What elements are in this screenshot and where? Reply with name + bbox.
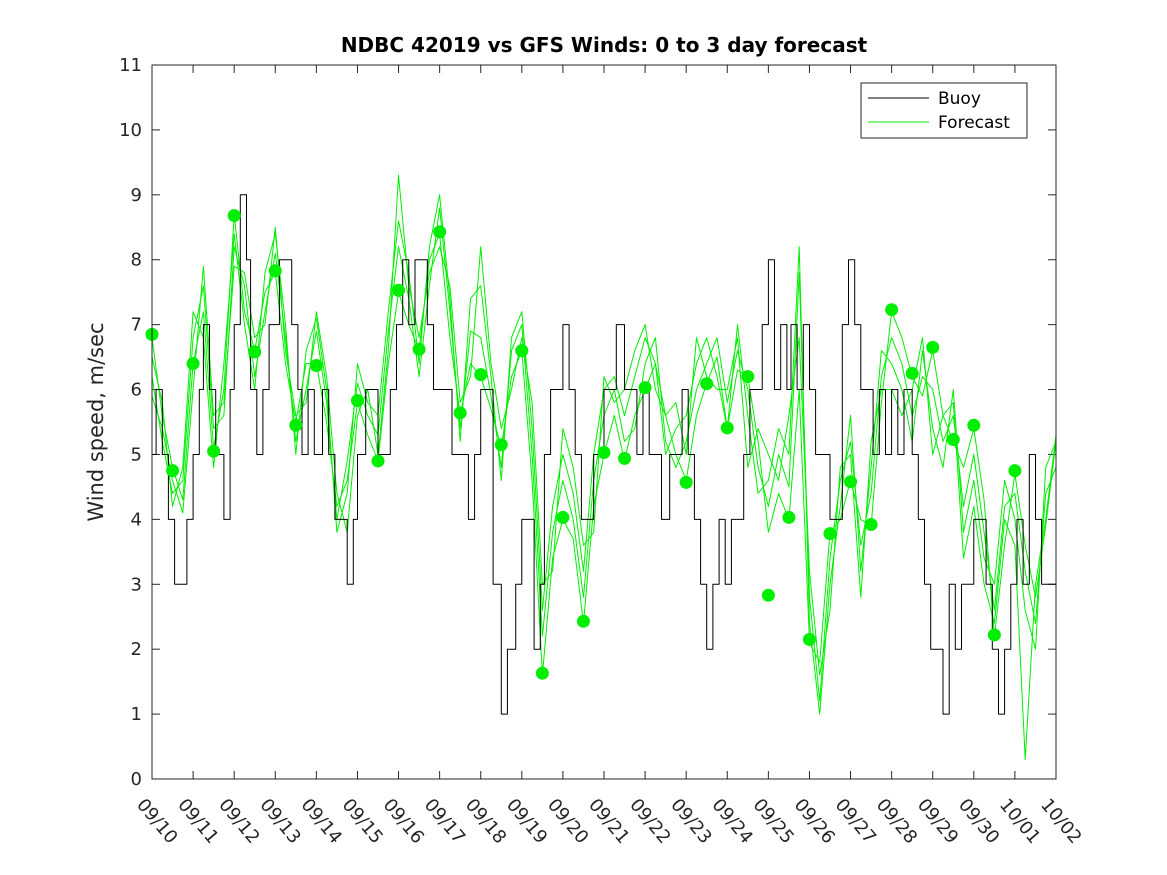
forecast-daily-point-4 <box>227 209 241 223</box>
forecast-daily-point-17 <box>494 438 508 452</box>
forecast-daily-point-41 <box>987 628 1001 642</box>
forecast-daily-point-13 <box>412 342 426 356</box>
x-tick-label-17: 09/27 <box>831 795 880 848</box>
y-tick-label-0: 0 <box>131 769 142 790</box>
forecast-daily-point-38 <box>926 340 940 354</box>
plot-frame <box>151 64 1057 780</box>
y-tick-label-1: 1 <box>131 704 142 725</box>
forecast-daily-point-11 <box>371 454 385 468</box>
x-tick-label-5: 09/15 <box>338 795 387 848</box>
y-tick-label-8: 8 <box>131 250 142 271</box>
y-tick-label-10: 10 <box>119 120 142 141</box>
x-tick-label-3: 09/13 <box>255 795 304 848</box>
forecast-daily-point-12 <box>392 283 406 297</box>
y-tick-label-4: 4 <box>131 509 142 530</box>
forecast-daily-point-8 <box>309 359 323 373</box>
x-tick-label-7: 09/17 <box>420 795 469 848</box>
y-axis-label: Wind speed, m/sec <box>84 322 108 521</box>
forecast-series-line-3 <box>151 174 1057 760</box>
y-tick-label-7: 7 <box>131 315 142 336</box>
forecast-daily-point-26 <box>679 475 693 489</box>
y-tick-label-6: 6 <box>131 380 142 401</box>
y-tick-label-11: 11 <box>119 55 142 76</box>
forecast-daily-point-39 <box>946 433 960 447</box>
forecast-daily-point-23 <box>618 451 632 465</box>
forecast-daily-point-30 <box>761 588 775 602</box>
x-tick-label-11: 09/21 <box>584 795 633 848</box>
daily-points-layer <box>145 209 1022 680</box>
legend-box <box>860 82 1028 139</box>
x-tick-label-16: 09/26 <box>790 795 839 848</box>
y-tick-label-9: 9 <box>131 185 142 206</box>
forecast-daily-point-27 <box>700 377 714 391</box>
forecast-daily-point-19 <box>535 666 549 680</box>
y-tick-label-3: 3 <box>131 574 142 595</box>
forecast-daily-point-15 <box>453 406 467 420</box>
forecast-daily-point-7 <box>289 418 303 432</box>
x-tick-label-19: 09/29 <box>913 795 962 848</box>
forecast-daily-point-20 <box>556 510 570 524</box>
forecast-daily-point-36 <box>885 303 899 317</box>
forecast-daily-point-6 <box>268 264 282 278</box>
x-tick-label-2: 09/12 <box>214 795 263 848</box>
legend-buoy-label: Buoy <box>938 89 981 109</box>
x-tick-label-21: 10/01 <box>995 795 1044 848</box>
forecast-daily-point-5 <box>248 345 262 359</box>
y-tick-label-5: 5 <box>131 444 142 465</box>
x-tick-label-1: 09/11 <box>173 795 222 848</box>
x-tick-label-8: 09/18 <box>461 795 510 848</box>
x-tick-label-20: 09/30 <box>954 795 1003 848</box>
forecast-daily-point-21 <box>576 614 590 628</box>
x-tick-label-12: 09/22 <box>625 795 674 848</box>
legend-forecast-label: Forecast <box>938 113 1010 133</box>
forecast-daily-point-34 <box>844 475 858 489</box>
forecast-daily-point-22 <box>597 446 611 460</box>
forecast-daily-point-2 <box>186 357 200 371</box>
forecast-daily-point-24 <box>638 381 652 395</box>
forecast-daily-point-37 <box>905 366 919 380</box>
x-tick-label-4: 09/14 <box>297 795 346 848</box>
x-tick-label-22: 10/02 <box>1036 795 1085 848</box>
forecast-daily-point-14 <box>433 225 447 239</box>
forecast-daily-point-40 <box>967 418 981 432</box>
x-tick-label-15: 09/25 <box>749 795 798 848</box>
x-tick-label-18: 09/28 <box>872 795 921 848</box>
x-tick-label-9: 09/19 <box>502 795 551 848</box>
forecast-daily-point-31 <box>782 510 796 524</box>
forecast-daily-point-28 <box>720 421 734 435</box>
forecast-daily-point-33 <box>823 527 837 541</box>
forecast-daily-point-29 <box>741 370 755 384</box>
forecast-daily-point-1 <box>166 464 180 478</box>
x-tick-label-13: 09/23 <box>666 795 715 848</box>
x-tick-label-6: 09/16 <box>379 795 428 848</box>
forecast-daily-point-32 <box>802 632 816 646</box>
x-tick-label-0: 09/10 <box>132 795 181 848</box>
x-tick-label-14: 09/24 <box>707 795 756 848</box>
forecast-daily-point-35 <box>864 518 878 532</box>
forecast-daily-point-16 <box>474 368 488 382</box>
x-tick-label-10: 09/20 <box>543 795 592 848</box>
legend: Buoy Forecast <box>860 82 1028 139</box>
forecast-daily-point-3 <box>207 444 221 458</box>
forecast-daily-point-42 <box>1008 464 1022 478</box>
chart-title: NDBC 42019 vs GFS Winds: 0 to 3 day fore… <box>341 33 868 57</box>
y-tick-label-2: 2 <box>131 639 142 660</box>
forecast-daily-point-18 <box>515 344 529 358</box>
forecast-daily-point-10 <box>350 394 364 408</box>
